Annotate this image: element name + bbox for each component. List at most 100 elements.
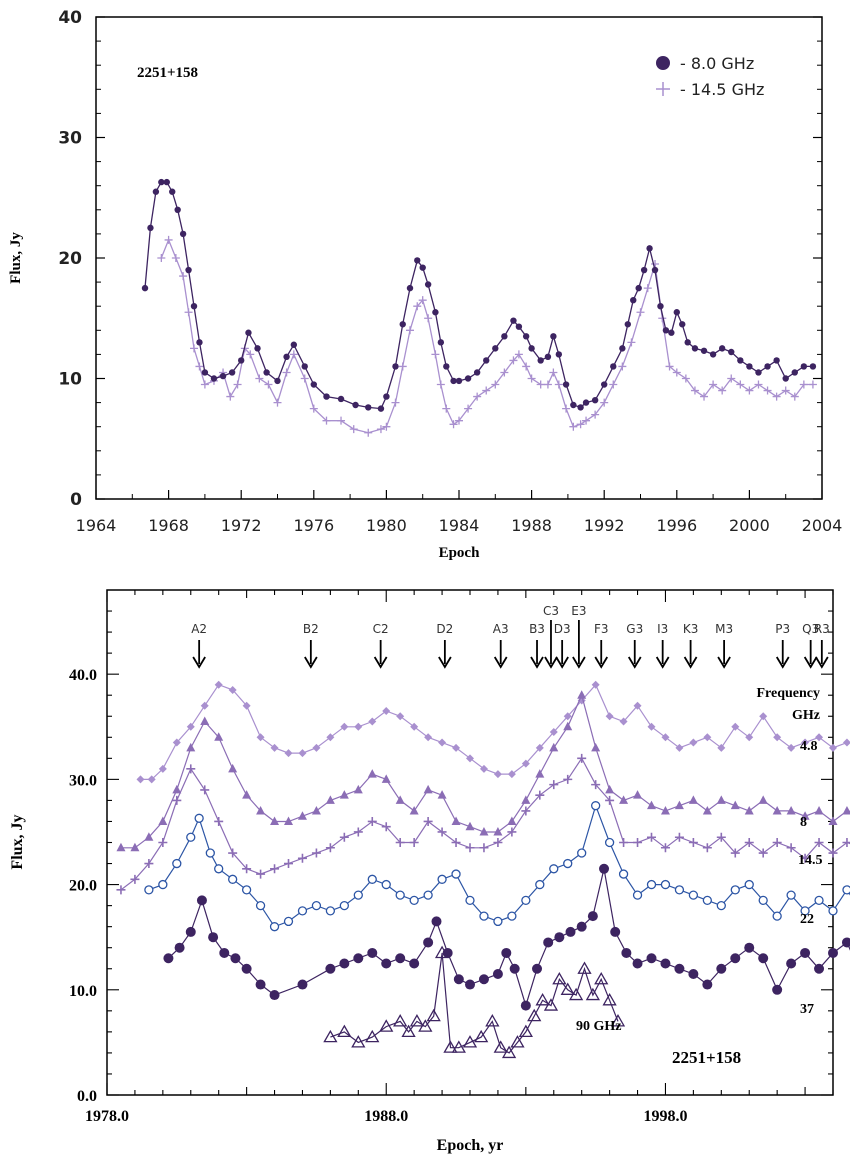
bottom-point-2: [759, 849, 768, 858]
arrow-label-C3: C3: [543, 604, 559, 618]
bottom-point-0: [689, 739, 697, 747]
bottom-point-1: [689, 795, 698, 804]
top-point-8ghz: [801, 363, 807, 369]
top-point-8ghz: [516, 323, 522, 329]
bottom-point-3: [285, 917, 293, 925]
top-point-8ghz: [746, 363, 752, 369]
bottom-point-4: [730, 953, 740, 963]
bottom-point-0: [298, 749, 306, 757]
bottom-point-3: [159, 881, 167, 889]
bottom-y-tick-label: 20.0: [69, 878, 97, 895]
bottom-point-4: [186, 927, 196, 937]
bottom-point-3: [773, 912, 781, 920]
top-x-tick-label: 1968: [148, 516, 189, 535]
bottom-point-4: [339, 958, 349, 968]
top-point-14ghz: [745, 387, 753, 395]
bottom-x-tick-label: 1978.0: [85, 1108, 129, 1125]
top-point-14ghz: [264, 381, 272, 389]
bottom-point-1: [535, 769, 544, 778]
bottom-series-line-5: [330, 953, 618, 1053]
bottom-point-1: [647, 801, 656, 810]
bottom-point-3: [648, 881, 656, 889]
bottom-point-3: [195, 814, 203, 822]
bottom-point-1: [717, 795, 726, 804]
bottom-point-4: [688, 969, 698, 979]
bottom-point-2: [312, 849, 321, 858]
bottom-point-2: [479, 843, 488, 852]
bottom-series-line-3: [149, 806, 850, 927]
top-point-8ghz: [191, 303, 197, 309]
top-point-14ghz: [157, 254, 165, 262]
top-point-8ghz: [302, 363, 308, 369]
bottom-point-2: [703, 843, 712, 852]
top-point-8ghz: [169, 189, 175, 195]
bottom-point-1: [787, 806, 796, 815]
top-point-8ghz: [728, 349, 734, 355]
bottom-point-1: [521, 795, 530, 804]
arrow-label-D2: D2: [436, 622, 453, 636]
freq-label-90ghz: 90 GHz: [576, 1019, 622, 1034]
bottom-point-1: [605, 785, 614, 794]
bottom-point-2: [507, 827, 516, 836]
bottom-point-2: [493, 838, 502, 847]
top-point-8ghz: [635, 285, 641, 291]
top-point-8ghz: [220, 373, 226, 379]
top-point-8ghz: [545, 354, 551, 360]
bottom-point-2: [438, 827, 447, 836]
bottom-point-1: [591, 743, 600, 752]
bottom-point-3: [787, 891, 795, 899]
top-point-8ghz: [291, 342, 297, 348]
bottom-point-2: [452, 838, 461, 847]
bottom-point-2: [829, 849, 838, 858]
bottom-point-3: [438, 875, 446, 883]
bottom-point-3: [508, 912, 516, 920]
top-point-14ghz: [283, 368, 291, 376]
top-point-8ghz: [668, 330, 674, 336]
legend-label-8ghz: - 8.0 GHz: [680, 54, 754, 73]
top-point-8ghz: [701, 348, 707, 354]
bottom-point-1: [773, 806, 782, 815]
top-point-14ghz: [301, 375, 309, 383]
bottom-point-2: [186, 764, 195, 773]
top-point-14ghz: [555, 381, 563, 389]
top-point-8ghz: [420, 264, 426, 270]
bottom-point-4: [325, 964, 335, 974]
top-point-8ghz: [465, 375, 471, 381]
bottom-x-tick-label: 1988.0: [364, 1108, 408, 1125]
bottom-point-1: [200, 717, 209, 726]
legend-plus-marker: [656, 82, 670, 96]
top-point-8ghz: [407, 285, 413, 291]
bottom-point-2: [116, 885, 125, 894]
top-point-14ghz: [482, 387, 490, 395]
top-point-14ghz: [201, 381, 209, 389]
bottom-point-2: [745, 838, 754, 847]
bottom-point-1: [452, 816, 461, 825]
bottom-point-1: [116, 843, 125, 852]
bottom-point-3: [271, 923, 279, 931]
top-point-8ghz: [352, 402, 358, 408]
bottom-point-3: [634, 891, 642, 899]
bottom-point-4: [465, 980, 475, 990]
bottom-point-0: [354, 723, 362, 731]
top-point-8ghz: [523, 333, 529, 339]
bottom-point-4: [208, 932, 218, 942]
top-point-8ghz: [245, 330, 251, 336]
bottom-point-1: [703, 806, 712, 815]
top-x-tick-label: 1992: [584, 516, 625, 535]
freq-label-8: 8: [800, 815, 807, 830]
top-point-8ghz: [474, 369, 480, 375]
top-point-8ghz: [692, 345, 698, 351]
arrow-label-F3: F3: [594, 622, 609, 636]
top-point-14ghz: [522, 362, 530, 370]
top-point-8ghz: [158, 179, 164, 185]
bottom-point-2: [354, 827, 363, 836]
bottom-point-3: [173, 860, 181, 868]
bottom-point-2: [298, 854, 307, 863]
bottom-point-3: [829, 907, 837, 915]
top-point-14ghz: [364, 429, 372, 437]
bottom-point-3: [592, 802, 600, 810]
bottom-point-3: [759, 896, 767, 904]
top-x-axis-label: Epoch: [439, 545, 481, 561]
bottom-point-2: [773, 838, 782, 847]
bottom-point-3: [424, 891, 432, 899]
